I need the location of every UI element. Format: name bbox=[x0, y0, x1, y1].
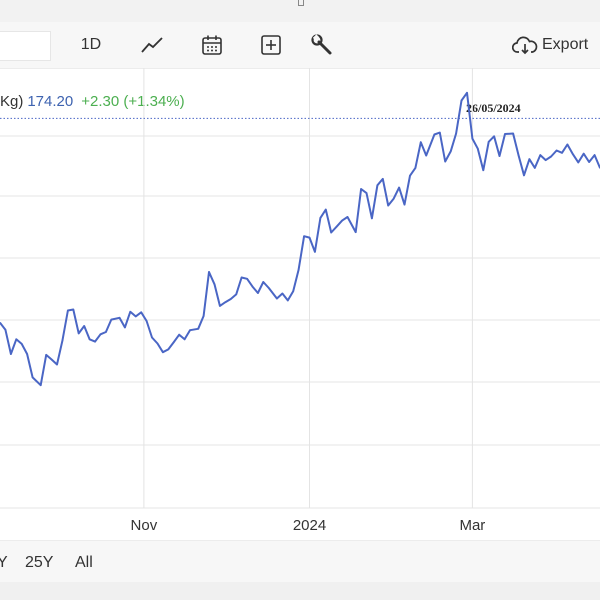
calendar-icon bbox=[202, 35, 222, 55]
drag-handle[interactable] bbox=[298, 0, 304, 6]
x-axis-labels: Nov 2024 Mar bbox=[131, 517, 486, 534]
price-legend: Kg) 174.20 +2.30 (+1.34%) bbox=[0, 93, 185, 110]
wrench-icon bbox=[311, 34, 332, 55]
legend-price: 174.20 bbox=[27, 93, 74, 110]
legend-unit: Kg) bbox=[0, 93, 24, 110]
chart-type-button[interactable] bbox=[138, 30, 166, 60]
chart-grid bbox=[0, 68, 600, 509]
export-label: Export bbox=[542, 36, 589, 53]
date-range-button[interactable] bbox=[198, 30, 226, 60]
chart-toolbar: 1D Export bbox=[0, 22, 600, 69]
symbol-search-input[interactable] bbox=[0, 31, 51, 61]
price-series-line[interactable] bbox=[0, 91, 600, 387]
window-bottom-strip bbox=[0, 582, 600, 600]
range-selector: Y 25Y All bbox=[0, 540, 600, 583]
window-top-strip bbox=[0, 0, 600, 22]
interval-button[interactable]: 1D bbox=[80, 36, 102, 53]
export-button[interactable]: Export bbox=[512, 30, 594, 60]
range-button-all[interactable]: All bbox=[75, 554, 93, 571]
date-stamp: 26/05/2024 bbox=[466, 101, 521, 115]
add-indicator-button[interactable] bbox=[257, 30, 285, 60]
x-tick-label: Nov bbox=[131, 517, 158, 534]
settings-button[interactable] bbox=[308, 30, 336, 60]
range-button-y[interactable]: Y bbox=[0, 554, 8, 571]
cloud-download-icon bbox=[512, 36, 538, 55]
legend-change: +2.30 (+1.34%) bbox=[81, 93, 185, 110]
range-button-25y[interactable]: 25Y bbox=[25, 554, 54, 571]
x-tick-label: Mar bbox=[459, 517, 485, 534]
price-chart[interactable]: Nov 2024 Mar bbox=[0, 68, 600, 540]
add-indicator-icon bbox=[261, 35, 281, 55]
line-chart-icon bbox=[141, 37, 163, 53]
x-tick-label: 2024 bbox=[293, 517, 326, 534]
